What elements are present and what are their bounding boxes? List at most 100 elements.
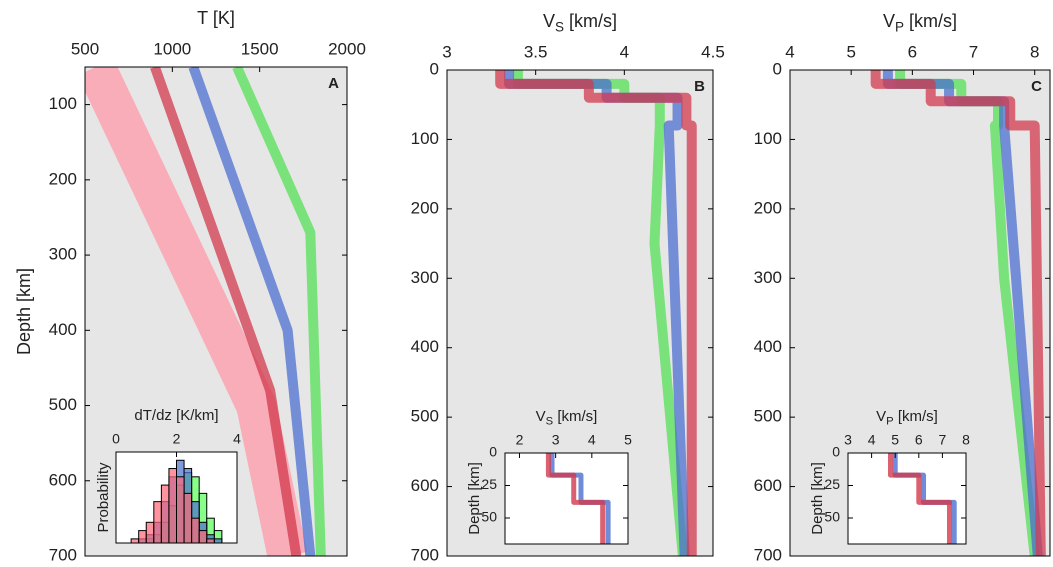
axis-label: Probability: [95, 462, 112, 533]
histogram-bar: [213, 538, 223, 543]
axis-label: Depth [km]: [809, 462, 826, 535]
y-tick-label: 400: [49, 320, 77, 339]
x-tick-label: 4: [868, 432, 876, 448]
axis-label: VS [km/s]: [543, 11, 617, 34]
axis-label: Depth [km]: [14, 268, 34, 355]
profile: [545, 453, 606, 544]
x-tick-label: 2: [516, 432, 524, 448]
plot-marks: [870, 70, 1046, 556]
subscript: P: [895, 19, 904, 34]
x-tick-label: 3.5: [524, 42, 548, 61]
y-tick-label: 25: [481, 476, 497, 492]
axis-label: VP [km/s]: [883, 11, 957, 34]
symbol: V: [876, 408, 886, 425]
y-tick-label: 600: [754, 476, 782, 495]
histogram-bar: [130, 538, 140, 543]
axis-label: VS [km/s]: [536, 408, 598, 428]
histogram-bar: [153, 501, 162, 543]
subscript: S: [546, 415, 554, 427]
x-tick-label: 1000: [153, 39, 191, 58]
histogram-bar: [198, 530, 208, 543]
profile: [85, 67, 308, 556]
y-tick-label: 100: [411, 129, 439, 148]
profile: [887, 453, 952, 544]
x-tick-label: 4: [588, 432, 596, 448]
y-tick-label: 300: [411, 268, 439, 287]
x-tick-label: 5: [846, 42, 855, 61]
x-tick-label: 2: [173, 431, 181, 447]
plot-marks: [85, 67, 326, 556]
axis-label: T [K]: [197, 8, 235, 28]
plot-frame: [847, 452, 967, 545]
y-tick-label: 100: [49, 94, 77, 113]
profile: [870, 70, 1046, 556]
y-tick-label: 500: [754, 407, 782, 426]
x-tick-label: 0: [112, 431, 120, 447]
y-tick-label: 300: [754, 268, 782, 287]
y-tick-label: 25: [824, 476, 840, 492]
histogram-bar: [138, 530, 147, 543]
x-tick-label: 2000: [328, 39, 366, 58]
y-tick-label: 400: [754, 337, 782, 356]
panel-label: C: [1031, 78, 1042, 95]
symbol: V: [883, 11, 895, 31]
plot-marks: [545, 453, 611, 544]
plot-frame: [789, 69, 1051, 557]
plot-frame: [84, 66, 348, 557]
x-tick-label: 8: [1030, 42, 1039, 61]
y-tick-label: 600: [49, 470, 77, 489]
y-tick-label: 0: [430, 59, 439, 78]
symbol: V: [543, 11, 555, 31]
profile: [495, 70, 697, 556]
histogram-bar: [160, 484, 170, 543]
x-tick-label: 1500: [241, 39, 279, 58]
unit: [km/s]: [557, 408, 597, 425]
y-tick-label: 0: [773, 59, 782, 78]
y-tick-label: 100: [754, 129, 782, 148]
histogram-bar: [183, 492, 193, 543]
unit: [km/s]: [909, 11, 957, 31]
y-tick-label: 700: [754, 545, 782, 564]
x-tick-label: 4: [620, 42, 629, 61]
y-tick-label: 700: [49, 545, 77, 564]
plot-frame: [504, 452, 629, 545]
y-tick-label: 200: [411, 198, 439, 217]
x-tick-label: 500: [71, 39, 99, 58]
histogram-bar: [145, 521, 155, 543]
histogram-bar: [168, 468, 177, 543]
axis-label: Depth [km]: [466, 462, 483, 535]
x-tick-label: 3: [442, 42, 451, 61]
y-tick-label: 0: [489, 444, 497, 460]
y-tick-label: 0: [832, 444, 840, 460]
x-tick-label: 7: [969, 42, 978, 61]
y-tick-label: 50: [481, 509, 497, 525]
y-tick-label: 700: [411, 545, 439, 564]
symbol: V: [536, 408, 546, 425]
x-tick-label: 4: [785, 42, 794, 61]
y-tick-label: 500: [49, 395, 77, 414]
x-tick-label: 4: [233, 431, 241, 447]
x-tick-label: 4.5: [701, 42, 725, 61]
y-tick-label: 50: [824, 509, 840, 525]
plot-marks: [130, 459, 223, 543]
x-tick-label: 8: [962, 432, 970, 448]
plot-marks: [495, 70, 697, 556]
x-tick-label: 6: [915, 432, 923, 448]
subscript: P: [886, 415, 894, 427]
x-tick-label: 3: [552, 432, 560, 448]
subscript: S: [555, 19, 564, 34]
histogram-bar: [206, 538, 215, 543]
unit: [km/s]: [898, 408, 938, 425]
profile: [892, 453, 957, 544]
profile: [150, 67, 302, 556]
axis-label: VP [km/s]: [876, 408, 938, 428]
profile: [549, 453, 611, 544]
y-tick-label: 600: [411, 476, 439, 495]
x-tick-label: 5: [624, 432, 632, 448]
y-tick-label: 400: [411, 337, 439, 356]
axis-label: dT/dz [K/km]: [134, 407, 218, 424]
histogram-bar: [176, 476, 185, 543]
histogram-bar: [191, 517, 200, 543]
x-tick-label: 3: [844, 432, 852, 448]
